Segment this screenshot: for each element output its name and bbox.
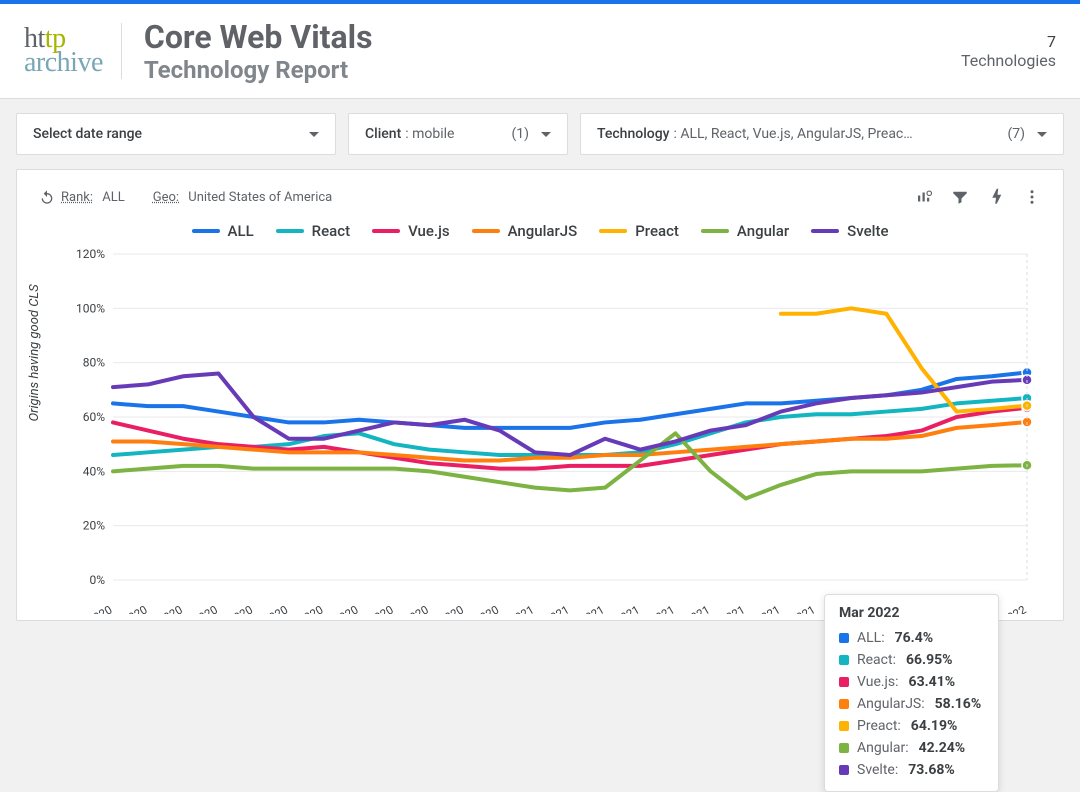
tooltip-series-value: 66.95% (906, 652, 953, 668)
filter-bar: Select date range Client : mobile (1) Te… (0, 99, 1080, 169)
chart-card: Rank: ALL Geo: United States of America … (16, 169, 1064, 621)
tech-count-block: 7 Technologies (961, 32, 1056, 70)
chevron-down-icon (541, 132, 551, 137)
tooltip-series-name: ALL: (857, 630, 885, 646)
legend-swatch (276, 229, 304, 233)
legend-item[interactable]: AngularJS (472, 222, 578, 240)
tooltip-swatch (839, 765, 849, 775)
legend-label: AngularJS (508, 222, 578, 240)
tooltip-swatch (839, 699, 849, 709)
chart-settings-icon[interactable] (915, 188, 933, 206)
svg-text:60%: 60% (83, 410, 105, 424)
more-vert-icon[interactable] (1023, 188, 1041, 206)
chart-tools (915, 188, 1041, 206)
client-value: : mobile (405, 126, 454, 142)
title-block: Core Web Vitals Technology Report (144, 18, 373, 84)
tooltip-series-value: 76.4% (895, 630, 934, 646)
tooltip-series-name: AngularJS: (857, 696, 925, 712)
legend-item[interactable]: Vue.js (372, 222, 450, 240)
legend-label: Vue.js (408, 222, 450, 240)
filter-icon[interactable] (951, 188, 969, 206)
tooltip-series-value: 42.24% (919, 740, 966, 756)
page-title: Core Web Vitals (144, 18, 373, 56)
logo-bottom: archive (24, 49, 103, 77)
client-label: Client (365, 126, 401, 142)
svg-text:0%: 0% (89, 573, 105, 587)
tech-count-label: Technologies (961, 51, 1056, 70)
date-range-label: Select date range (33, 126, 142, 142)
tooltip-series-value: 73.68% (908, 762, 955, 778)
tooltip-swatch (839, 633, 849, 643)
tooltip-row: ALL: 76.4% (839, 627, 984, 649)
tooltip-series-value: 58.16% (935, 696, 982, 712)
legend-swatch (372, 229, 400, 233)
tooltip-series-value: 63.41% (909, 674, 956, 690)
tooltip-series-name: React: (857, 652, 896, 668)
legend-label: Svelte (847, 222, 888, 240)
legend-swatch (192, 229, 220, 233)
svg-text:40%: 40% (83, 464, 105, 478)
geo-meta[interactable]: Geo: United States of America (153, 190, 333, 205)
chevron-down-icon (1037, 132, 1047, 137)
tooltip-row: Preact: 64.19% (839, 715, 984, 737)
undo-icon[interactable] (39, 189, 55, 205)
svg-text:100%: 100% (76, 301, 105, 315)
tooltip-swatch (839, 743, 849, 753)
tooltip-series-name: Svelte: (857, 762, 898, 778)
tooltip-series-value: 64.19% (911, 718, 958, 734)
plot-area: Origins having good CLS 0% 20% 40% 60% 80% 10… (29, 244, 1051, 614)
logo: http archive (24, 25, 103, 77)
header: http archive Core Web Vitals Technology … (0, 4, 1080, 99)
legend-swatch (701, 229, 729, 233)
tooltip-series-name: Angular: (857, 740, 909, 756)
tooltip-row: Svelte: 73.68% (839, 759, 984, 781)
tooltip-row: Angular: 42.24% (839, 737, 984, 759)
page-subtitle: Technology Report (144, 56, 373, 84)
chart-tooltip: Mar 2022 ALL: 76.4% React: 66.95% Vue.js: 63.… (824, 594, 999, 792)
legend-item[interactable]: React (276, 222, 350, 240)
tech-label: Technology (597, 126, 670, 142)
svg-text:120%: 120% (76, 247, 105, 261)
legend-label: ALL (228, 222, 254, 240)
tech-count: (7) (1007, 126, 1025, 142)
legend-swatch (811, 229, 839, 233)
bolt-icon[interactable] (987, 188, 1005, 206)
legend-swatch (472, 229, 500, 233)
client-count: (1) (511, 126, 529, 142)
legend-label: Preact (635, 222, 679, 240)
chart-legend: ALL React Vue.js AngularJS Preact Angular Svel… (29, 214, 1051, 244)
legend-label: Angular (737, 222, 789, 240)
tooltip-title: Mar 2022 (839, 605, 984, 621)
legend-item[interactable]: Preact (599, 222, 679, 240)
tooltip-swatch (839, 721, 849, 731)
tech-count: 7 (961, 32, 1056, 51)
tooltip-series-name: Vue.js: (857, 674, 899, 690)
chevron-down-icon (309, 132, 319, 137)
rank-meta[interactable]: Rank: ALL (61, 190, 125, 205)
client-select[interactable]: Client : mobile (1) (348, 113, 568, 155)
legend-item[interactable]: Svelte (811, 222, 888, 240)
tooltip-series-name: Preact: (857, 718, 901, 734)
header-divider (121, 23, 122, 79)
tooltip-row: Vue.js: 63.41% (839, 671, 984, 693)
chart-meta-row: Rank: ALL Geo: United States of America (29, 188, 1051, 214)
svg-text:20%: 20% (83, 519, 105, 533)
svg-text:80%: 80% (83, 356, 105, 370)
legend-swatch (599, 229, 627, 233)
tooltip-swatch (839, 677, 849, 687)
svg-text:Jan 2020: Jan 2020 (66, 602, 114, 614)
legend-item[interactable]: Angular (701, 222, 789, 240)
date-range-select[interactable]: Select date range (16, 113, 336, 155)
tooltip-row: AngularJS: 58.16% (839, 693, 984, 715)
technology-select[interactable]: Technology : ALL, React, Vue.js, Angular… (580, 113, 1064, 155)
tooltip-row: React: 66.95% (839, 649, 984, 671)
line-chart[interactable]: 0%20%40%60%80%100%120%Jan 2020Feb 2020Ma… (57, 244, 1037, 614)
legend-item[interactable]: ALL (192, 222, 254, 240)
legend-label: React (312, 222, 350, 240)
tooltip-swatch (839, 655, 849, 665)
tech-value: : ALL, React, Vue.js, AngularJS, Preac… (674, 126, 913, 142)
y-axis-title: Origins having good CLS (27, 284, 42, 421)
